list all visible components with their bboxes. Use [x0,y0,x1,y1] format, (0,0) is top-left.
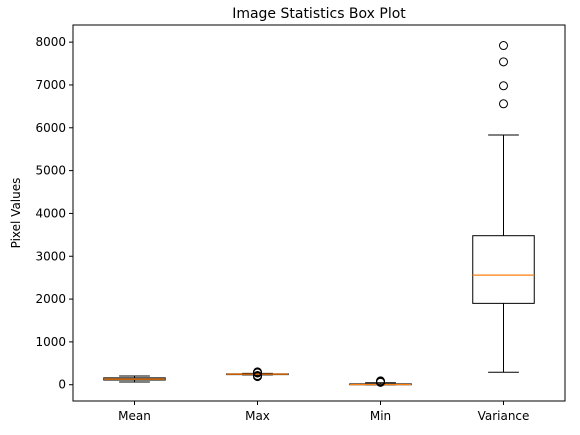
box-min [349,376,412,387]
outlier-point [253,367,262,377]
plot-area [103,41,535,387]
outlier-point [376,376,385,386]
iqr-box [472,235,535,304]
x-axis-ticks: Mean Max Min Variance [118,401,529,423]
y-tick-label: 2000 [35,292,66,306]
outlier-point [499,81,508,91]
box-mean [103,375,166,383]
outlier-point [253,371,262,381]
box-max [226,367,289,382]
y-tick-label: 3000 [35,249,66,263]
y-tick-label: 0 [58,378,66,392]
outlier-point [499,41,508,51]
x-tick-label: Variance [478,409,530,423]
y-axis-label: Pixel Values [9,178,23,249]
x-tick-label: Min [370,409,391,423]
y-tick-label: 4000 [35,206,66,220]
y-tick-label: 5000 [35,164,66,178]
y-tick-label: 7000 [35,78,66,92]
chart-title: Image Statistics Box Plot [232,6,406,22]
box-variance [472,41,535,373]
y-tick-label: 1000 [35,335,66,349]
x-tick-label: Mean [118,409,151,423]
y-tick-label: 6000 [35,121,66,135]
outlier-point [499,57,508,67]
y-tick-label: 8000 [35,35,66,49]
outlier-point [499,99,508,109]
y-axis-ticks: 0 1000 2000 3000 4000 5000 6000 7000 8000 [35,35,73,392]
axes-frame [72,24,566,402]
x-tick-label: Max [245,409,270,423]
